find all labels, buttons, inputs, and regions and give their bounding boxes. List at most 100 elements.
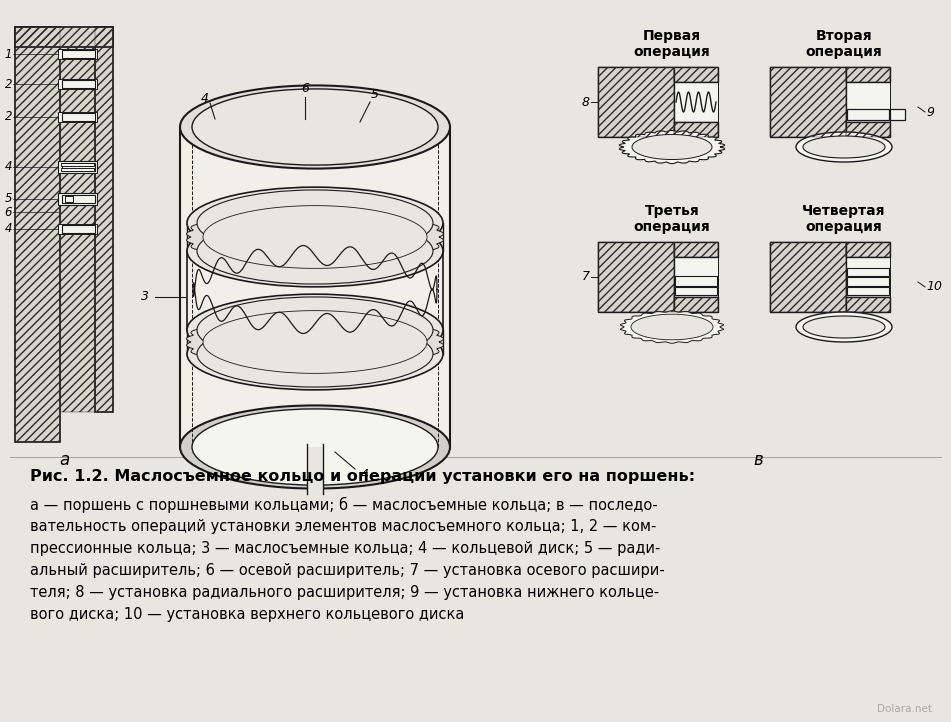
- Bar: [846, 242, 890, 257]
- Bar: [674, 297, 718, 312]
- Bar: [62, 80, 95, 88]
- Polygon shape: [632, 134, 712, 160]
- Bar: [846, 67, 890, 82]
- Bar: [58, 194, 97, 204]
- Text: вого диска; 10 — установка верхнего кольцевого диска: вого диска; 10 — установка верхнего коль…: [30, 607, 464, 622]
- Bar: [846, 82, 890, 122]
- Bar: [674, 242, 718, 257]
- Text: 3: 3: [141, 290, 149, 303]
- Bar: [846, 67, 890, 82]
- Polygon shape: [186, 306, 443, 378]
- Bar: [846, 122, 890, 137]
- Bar: [846, 242, 890, 257]
- Text: 2: 2: [5, 77, 12, 90]
- Text: Первая
операция: Первая операция: [633, 29, 710, 59]
- Text: вательность операций установки элементов маслосъемного кольца; 1, 2 — ком-: вательность операций установки элементов…: [30, 519, 656, 534]
- Bar: [675, 287, 717, 295]
- Polygon shape: [620, 310, 724, 343]
- Polygon shape: [803, 316, 885, 338]
- Text: альный расширитель; 6 — осевой расширитель; 7 — установка осевого расшири-: альный расширитель; 6 — осевой расширите…: [30, 563, 665, 578]
- Text: Вторая
операция: Вторая операция: [805, 29, 883, 59]
- Text: а: а: [59, 451, 69, 469]
- Ellipse shape: [187, 215, 443, 287]
- Polygon shape: [796, 132, 892, 162]
- Bar: [65, 196, 73, 202]
- Bar: [847, 277, 889, 286]
- Bar: [847, 109, 889, 120]
- Bar: [62, 225, 95, 233]
- Ellipse shape: [187, 318, 443, 390]
- Bar: [598, 242, 674, 312]
- Bar: [62, 113, 95, 121]
- Text: 4: 4: [201, 92, 209, 105]
- Text: 2: 2: [5, 110, 12, 123]
- Bar: [598, 242, 674, 312]
- Text: 1: 1: [5, 48, 12, 61]
- Ellipse shape: [197, 297, 433, 363]
- Bar: [62, 195, 95, 203]
- Text: 4: 4: [5, 160, 12, 173]
- Polygon shape: [203, 310, 427, 373]
- Text: прессионные кольца; 3 — маслосъемные кольца; 4 — кольцевой диск; 5 — ради-: прессионные кольца; 3 — маслосъемные кол…: [30, 541, 660, 556]
- Text: 5: 5: [371, 89, 379, 102]
- Bar: [60, 47, 95, 412]
- Bar: [674, 67, 718, 82]
- Ellipse shape: [192, 409, 438, 485]
- Text: 4: 4: [361, 469, 369, 482]
- Bar: [846, 297, 890, 312]
- Ellipse shape: [180, 85, 450, 168]
- Bar: [770, 67, 846, 137]
- Bar: [846, 122, 890, 137]
- Bar: [58, 193, 97, 205]
- Polygon shape: [203, 206, 427, 269]
- Text: б: б: [310, 451, 320, 469]
- Bar: [674, 257, 718, 297]
- Polygon shape: [186, 201, 443, 273]
- Bar: [15, 27, 60, 442]
- Text: 8: 8: [582, 95, 590, 108]
- Text: 5: 5: [5, 193, 12, 206]
- Bar: [58, 112, 97, 122]
- Bar: [846, 257, 890, 297]
- Polygon shape: [796, 312, 892, 342]
- Bar: [58, 79, 97, 89]
- Text: 6: 6: [301, 82, 309, 95]
- Bar: [770, 242, 846, 312]
- Ellipse shape: [192, 89, 438, 165]
- Bar: [770, 67, 846, 137]
- Bar: [598, 67, 674, 137]
- Bar: [180, 127, 450, 447]
- Bar: [770, 242, 846, 312]
- Bar: [847, 287, 889, 295]
- Text: Dolara.net: Dolara.net: [877, 704, 932, 714]
- Bar: [58, 162, 97, 172]
- Bar: [675, 276, 717, 286]
- Text: в: в: [753, 451, 763, 469]
- Bar: [847, 268, 889, 276]
- Bar: [15, 27, 113, 47]
- Text: а — поршень с поршневыми кольцами; б — маслосъемные кольца; в — последо-: а — поршень с поршневыми кольцами; б — м…: [30, 497, 658, 513]
- Bar: [62, 50, 95, 58]
- Bar: [674, 82, 718, 122]
- Polygon shape: [631, 314, 713, 340]
- Bar: [890, 109, 905, 120]
- Text: 10: 10: [926, 281, 942, 294]
- Text: 6: 6: [5, 206, 12, 219]
- Text: теля; 8 — установка радиального расширителя; 9 — установка нижнего кольце-: теля; 8 — установка радиального расширит…: [30, 585, 659, 600]
- Bar: [15, 27, 113, 47]
- Bar: [674, 242, 718, 257]
- Polygon shape: [803, 136, 885, 158]
- Bar: [62, 163, 95, 171]
- Ellipse shape: [180, 406, 450, 489]
- Bar: [15, 27, 60, 442]
- Bar: [674, 122, 718, 137]
- Bar: [58, 224, 97, 234]
- Bar: [61, 168, 94, 171]
- Bar: [674, 297, 718, 312]
- Bar: [674, 67, 718, 82]
- Bar: [58, 49, 97, 59]
- Bar: [598, 67, 674, 137]
- Polygon shape: [619, 131, 725, 164]
- Text: Четвертая
операция: Четвертая операция: [803, 204, 885, 234]
- Bar: [60, 47, 95, 412]
